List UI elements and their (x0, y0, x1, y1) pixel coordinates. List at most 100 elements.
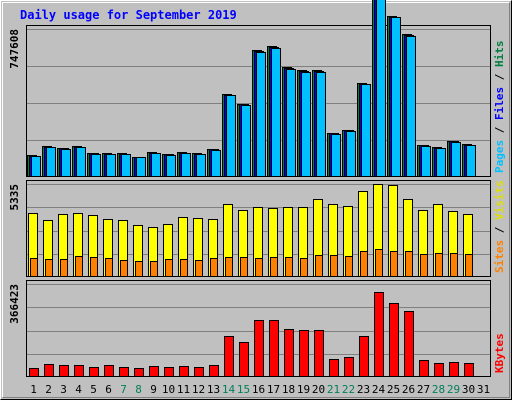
bar-pages-day-27 (421, 146, 431, 177)
bar-pages-day-7 (121, 154, 131, 177)
bar-pages-day-11 (181, 153, 191, 177)
bar-pages-day-14 (226, 95, 236, 177)
x-tick-label: 19 (297, 383, 310, 396)
x-tick-label: 26 (402, 383, 415, 396)
bar-pages-day-10 (166, 155, 176, 177)
bar-pages-day-19 (301, 72, 311, 177)
bar-kbytes-day-17 (269, 320, 279, 377)
bar-pages-day-2 (46, 147, 56, 177)
bar-pages-day-29 (451, 142, 461, 177)
bar-kbytes-day-3 (59, 365, 69, 377)
bar-pages-day-12 (196, 154, 206, 177)
bar-pages-day-18 (286, 69, 296, 177)
panel-hits-files-pages: 747608 Pages / Files / Hits (8, 0, 506, 177)
bar-sites-day-4 (75, 256, 83, 277)
bar-kbytes-day-7 (119, 367, 129, 377)
legend-entry: Files (493, 87, 506, 120)
bar-sites-day-8 (135, 261, 143, 277)
bar-kbytes-day-21 (329, 359, 339, 377)
x-tick-label: 23 (357, 383, 370, 396)
bar-kbytes-day-6 (104, 365, 114, 377)
bar-sites-day-23 (360, 251, 368, 277)
x-tick-label: 16 (252, 383, 265, 396)
bar-sites-day-20 (315, 255, 323, 277)
bar-pages-day-3 (61, 149, 71, 177)
bar-sites-day-10 (165, 259, 173, 277)
x-tick-label: 13 (207, 383, 220, 396)
x-tick-label: 21 (327, 383, 340, 396)
bar-sites-day-25 (390, 251, 398, 277)
bar-sites-day-13 (210, 258, 218, 277)
x-tick-label: 25 (387, 383, 400, 396)
x-tick-label: 22 (342, 383, 355, 396)
bar-kbytes-day-30 (464, 363, 474, 377)
bar-sites-day-18 (285, 257, 293, 277)
x-tick-label: 31 (477, 383, 490, 396)
legend-label: Sites / Visits (493, 180, 506, 273)
x-tick-label: 11 (177, 383, 190, 396)
bar-kbytes-day-23 (359, 336, 369, 377)
x-tick-label: 28 (432, 383, 445, 396)
x-tick-label: 12 (192, 383, 205, 396)
x-tick-label: 6 (105, 383, 112, 396)
bar-pages-day-13 (211, 150, 221, 177)
bar-sites-day-26 (405, 251, 413, 277)
bar-sites-day-27 (420, 254, 428, 277)
bar-sites-day-6 (105, 258, 113, 277)
bar-sites-day-30 (465, 254, 473, 277)
legend-entry: KBytes (493, 333, 506, 373)
bar-kbytes-day-24 (374, 292, 384, 377)
bar-sites-day-24 (375, 249, 383, 277)
bar-pages-day-22 (346, 131, 356, 177)
legend-label: KBytes (493, 333, 506, 373)
chart-title: Daily usage for September 2019 (20, 8, 237, 22)
bar-kbytes-day-26 (404, 311, 414, 377)
x-tick-label: 18 (282, 383, 295, 396)
bar-pages-day-28 (436, 148, 446, 177)
x-tick-label: 10 (162, 383, 175, 396)
bar-sites-day-29 (450, 253, 458, 277)
x-tick-label: 7 (120, 383, 127, 396)
bar-kbytes-day-14 (224, 336, 234, 377)
legend-entry: Visits (493, 180, 506, 220)
bar-sites-day-17 (270, 257, 278, 277)
x-tick-label: 14 (222, 383, 236, 396)
x-tick-label: 5 (90, 383, 97, 396)
bar-sites-day-3 (60, 259, 68, 277)
bar-sites-day-19 (300, 258, 308, 277)
bar-sites-day-2 (45, 259, 53, 277)
bar-pages-day-25 (391, 17, 401, 177)
bar-kbytes-day-29 (449, 362, 459, 377)
legend-entry: / (493, 120, 506, 140)
bar-kbytes-day-19 (299, 330, 309, 377)
x-tick-label: 27 (417, 383, 430, 396)
x-tick-label: 15 (237, 383, 250, 396)
bar-pages-day-21 (331, 134, 341, 177)
bar-kbytes-day-4 (74, 365, 84, 377)
x-tick-label: 9 (150, 383, 157, 396)
bar-kbytes-day-22 (344, 357, 354, 377)
x-tick-label: 20 (312, 383, 325, 396)
bar-kbytes-day-9 (149, 366, 159, 377)
bar-kbytes-day-18 (284, 329, 294, 377)
x-tick-label: 3 (60, 383, 67, 396)
x-tick-label: 8 (135, 383, 142, 396)
bar-kbytes-day-2 (44, 364, 54, 377)
bar-kbytes-day-28 (434, 363, 444, 377)
x-tick-label: 2 (45, 383, 52, 396)
bar-sites-day-9 (150, 261, 158, 277)
bar-kbytes-day-15 (239, 342, 249, 377)
bar-kbytes-day-16 (254, 320, 264, 377)
bar-sites-day-1 (30, 258, 38, 277)
legend-entry: / (493, 220, 506, 240)
bar-kbytes-day-12 (194, 367, 204, 377)
bar-sites-day-21 (330, 255, 338, 277)
bar-kbytes-day-20 (314, 330, 324, 377)
bar-kbytes-day-11 (179, 366, 189, 377)
bar-sites-day-11 (180, 259, 188, 277)
y-max-label: 747608 (8, 29, 21, 69)
bar-pages-day-24 (376, 0, 386, 177)
